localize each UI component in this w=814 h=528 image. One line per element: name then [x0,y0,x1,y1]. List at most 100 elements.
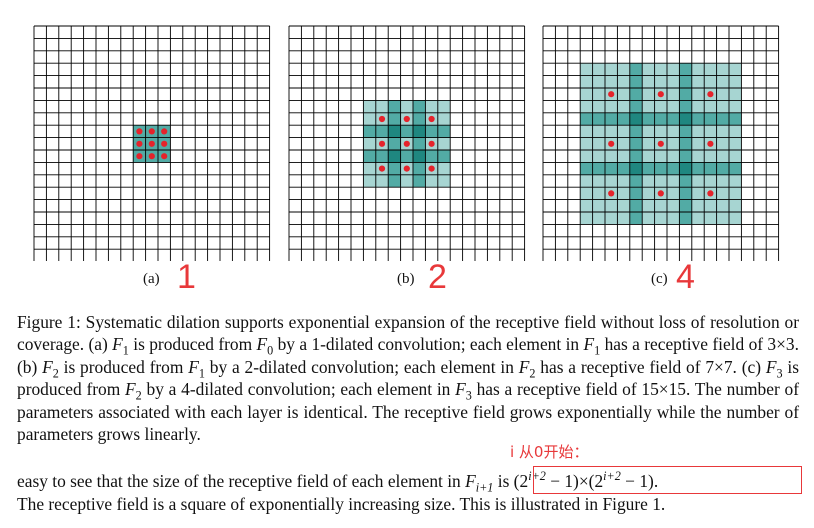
receptive-field-cell [729,112,742,126]
receptive-field-cell [437,174,451,188]
receptive-field-cell [716,212,729,225]
receptive-field-cell [629,199,643,212]
receptive-field-cell [592,63,605,76]
panel-b-grid [288,25,526,261]
receptive-field-cell [437,137,451,150]
kernel-sample-dot [148,140,155,147]
receptive-field-cell [679,187,692,200]
panel-c-annotation: 4 [676,258,695,296]
receptive-field-cell [629,125,643,138]
receptive-field-cell [592,162,605,175]
receptive-field-cell [400,174,413,188]
receptive-field-cell [654,212,667,225]
receptive-field-cell [580,88,593,101]
receptive-field-cell [580,174,593,188]
receptive-field-cell [580,162,593,175]
receptive-field-cell [592,100,605,113]
receptive-field-cell [629,112,643,126]
receptive-field-cell [704,150,717,163]
receptive-field-cell [679,162,692,175]
receptive-field-cell [629,174,643,188]
receptive-field-cell [704,212,717,225]
receptive-field-cell [729,137,742,150]
receptive-field-cell [642,63,655,76]
receptive-field-cell [425,100,438,113]
receptive-field-cell [629,63,643,76]
kernel-sample-dot [428,140,435,147]
kernel-sample-dot [403,115,410,123]
receptive-field-cell [716,150,729,163]
receptive-field-cell [716,88,729,101]
receptive-field-cell [617,199,630,212]
kernel-sample-dot [428,115,435,123]
receptive-field-cell [605,100,618,113]
receptive-field-cell [413,100,426,113]
receptive-field-cell [654,112,667,126]
kernel-sample-dot [707,190,714,197]
kernel-sample-dot [378,165,386,172]
kernel-sample-dot [161,153,168,160]
receptive-field-cell [642,199,655,212]
receptive-field-cell [629,88,643,101]
receptive-field-cell [413,174,426,188]
panel-b-label: (b) [397,271,415,287]
receptive-field-cell [704,75,717,88]
receptive-field-cell [642,75,655,88]
receptive-field-cell [642,150,655,163]
receptive-field-cell [580,137,593,150]
figure-caption: Figure 1: Systematic dilation supports e… [17,312,799,445]
receptive-field-cell [580,212,593,225]
receptive-field-cell [691,88,705,101]
receptive-field-cell [605,112,618,126]
receptive-field-cell [363,100,376,113]
receptive-field-cell [617,187,630,200]
receptive-field-cell [679,125,692,138]
receptive-field-cell [642,88,655,101]
receptive-field-cell [580,150,593,163]
receptive-field-cell [413,162,426,175]
receptive-field-cell [691,162,705,175]
receptive-field-cell [413,112,426,126]
receptive-field-cell [400,150,413,163]
panel-a-label: (a) [143,271,160,287]
receptive-field-cell [617,63,630,76]
receptive-field-cell [375,100,389,113]
receptive-field-cell [592,75,605,88]
receptive-field-cell [667,212,680,225]
handwritten-note: i 从0开始： [510,443,589,461]
receptive-field-cell [617,150,630,163]
receptive-field-cell [667,75,680,88]
receptive-field-cell [388,174,401,188]
receptive-field-cell [691,100,705,113]
receptive-field-cell [363,112,376,126]
receptive-field-cell [716,199,729,212]
receptive-field-cell [667,88,680,101]
receptive-field-cell [704,100,717,113]
receptive-field-cell [679,75,692,88]
receptive-field-cell [605,63,618,76]
receptive-field-cell [605,212,618,225]
receptive-field-cell [580,187,593,200]
receptive-field-cell [667,63,680,76]
receptive-field-cell [617,112,630,126]
receptive-field-cell [629,137,643,150]
receptive-field-cell [642,174,655,188]
receptive-field-cell [667,199,680,212]
receptive-field-cell [642,112,655,126]
receptive-field-cell [691,150,705,163]
receptive-field-cell [667,187,680,200]
receptive-field-cell [617,75,630,88]
receptive-field-cell [592,212,605,225]
receptive-field-cell [425,150,438,163]
kernel-sample-dot [707,140,714,147]
receptive-field-cell [654,162,667,175]
receptive-field-cell [729,75,742,88]
receptive-field-cell [654,125,667,138]
panel-a-grid [33,25,271,261]
receptive-field-cell [400,125,413,138]
receptive-field-cell [605,162,618,175]
panel-c-label: (c) [651,271,668,287]
body-text-line-2: The receptive field is a square of expon… [17,494,666,514]
receptive-field-cell [375,174,389,188]
receptive-field-cell [425,125,438,138]
